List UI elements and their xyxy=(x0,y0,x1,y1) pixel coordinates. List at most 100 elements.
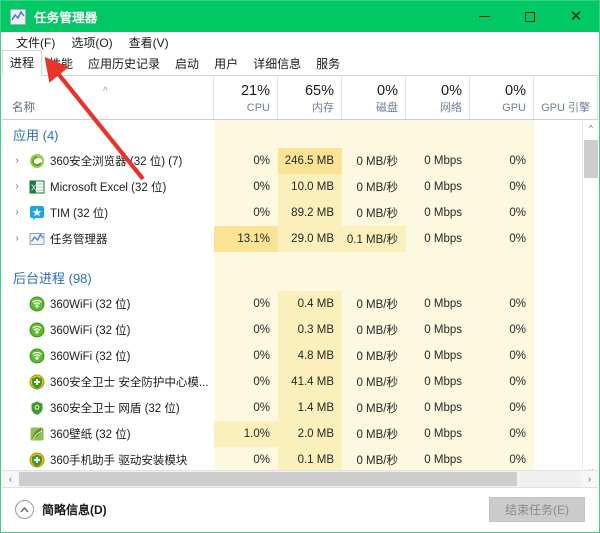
column-header-cpu[interactable]: 21% CPU xyxy=(214,76,278,119)
chevron-up-icon xyxy=(15,500,34,519)
cell-memory: 0.3 MB xyxy=(278,317,342,343)
cell-disk xyxy=(342,120,406,148)
column-header-disk[interactable]: 0% 磁盘 xyxy=(342,76,406,119)
table-row[interactable]: 0% 10.0 MB 0 MB/秒 0 Mbps 0% › X Microsoft Excel… xyxy=(2,174,582,200)
expand-chevron-icon[interactable]: › xyxy=(15,233,19,244)
cell-memory: 29.0 MB xyxy=(278,226,342,252)
menu-item-1[interactable]: 选项(O) xyxy=(71,35,113,50)
cell-network: 0 Mbps xyxy=(406,200,470,226)
group-title: 应用 (4) xyxy=(13,127,59,143)
menu-bar: 文件(F) 选项(O) 查看(V) xyxy=(2,32,598,52)
cell-cpu: 0% xyxy=(214,291,278,317)
process-name: 360安全卫士 安全防护中心模... xyxy=(50,377,209,389)
scroll-up-arrow-icon[interactable]: ^ xyxy=(583,120,599,137)
group-spacer xyxy=(2,252,582,263)
task-manager-icon xyxy=(29,231,45,247)
column-header-gpuengine[interactable]: GPU 引擎 xyxy=(534,76,598,119)
cell-memory xyxy=(278,120,342,148)
cell-disk: 0 MB/秒 xyxy=(342,317,406,343)
cell-gpu: 0% xyxy=(470,369,534,395)
excel-icon: X xyxy=(29,179,45,195)
table-row[interactable]: 0% 246.5 MB 0 MB/秒 0 Mbps 0% › 360安全浏览器 (32 位)… xyxy=(2,148,582,174)
close-button[interactable]: ✕ xyxy=(569,8,583,25)
menu-item-2[interactable]: 查看(V) xyxy=(128,35,169,50)
horizontal-scrollbar[interactable]: ‹ › xyxy=(2,470,598,487)
column-usage-network: 0% xyxy=(441,83,462,99)
wifi-green-icon xyxy=(29,348,45,364)
tab-启动[interactable]: 启动 xyxy=(175,57,200,71)
task-manager-icon xyxy=(10,8,26,25)
cell-disk: 0 MB/秒 xyxy=(342,291,406,317)
cell-memory: 10.0 MB xyxy=(278,174,342,200)
scroll-left-arrow-icon[interactable]: ‹ xyxy=(2,471,19,487)
column-label-gpuengine: GPU 引擎 xyxy=(541,102,590,114)
cell-gpu: 0% xyxy=(470,421,534,447)
title-bar[interactable]: 任务管理器 ✕ xyxy=(1,1,599,32)
tab-应用历史记录[interactable]: 应用历史记录 xyxy=(88,57,161,71)
table-row[interactable]: 0% 0.3 MB 0 MB/秒 0 Mbps 0% 360WiFi (32 位) xyxy=(2,317,582,343)
expand-chevron-icon[interactable]: › xyxy=(15,207,19,218)
scroll-right-arrow-icon[interactable]: › xyxy=(581,471,598,487)
column-usage-disk: 0% xyxy=(377,83,398,99)
cell-network: 0 Mbps xyxy=(406,447,470,473)
window-title: 任务管理器 xyxy=(34,11,98,25)
cell-cpu: 1.0% xyxy=(214,421,278,447)
table-row[interactable]: 13.1% 29.0 MB 0.1 MB/秒 0 Mbps 0% › 任务管理器 xyxy=(2,226,582,252)
cell-network: 0 Mbps xyxy=(406,148,470,174)
tab-性能[interactable]: 性能 xyxy=(49,57,74,71)
expand-chevron-icon[interactable]: › xyxy=(15,181,19,192)
cell-memory: 1.4 MB xyxy=(278,395,342,421)
table-row[interactable]: 1.0% 2.0 MB 0 MB/秒 0 Mbps 0% 360壁纸 (32 位) xyxy=(2,421,582,447)
cell-memory: 2.0 MB xyxy=(278,421,342,447)
tab-用户[interactable]: 用户 xyxy=(214,57,239,71)
table-row[interactable]: 0% 4.8 MB 0 MB/秒 0 Mbps 0% 360WiFi (32 位) xyxy=(2,343,582,369)
cell-disk xyxy=(342,263,406,291)
menu-item-0[interactable]: 文件(F) xyxy=(16,35,56,50)
process-table: 应用 (4) 0% 246.5 MB 0 MB/秒 0 Mbps 0% › 360安全浏览器 … xyxy=(2,120,598,480)
cell-memory: 4.8 MB xyxy=(278,343,342,369)
cell-network: 0 Mbps xyxy=(406,395,470,421)
expand-chevron-icon[interactable]: › xyxy=(15,155,19,166)
tim-icon xyxy=(29,205,45,221)
fewer-details-label: 简略信息(D) xyxy=(42,503,107,517)
shield-green-icon xyxy=(29,400,45,416)
vertical-scrollbar[interactable]: ^ v xyxy=(582,120,599,480)
table-row[interactable]: 0% 89.2 MB 0 MB/秒 0 Mbps 0% › TIM (32 位) xyxy=(2,200,582,226)
end-task-button[interactable]: 结束任务(E) xyxy=(489,497,585,522)
column-header-name[interactable]: 名称 xyxy=(2,76,214,119)
cell-gpu: 0% xyxy=(470,447,534,473)
cell-cpu: 0% xyxy=(214,200,278,226)
shield-plus-icon xyxy=(29,374,45,390)
cell-cpu: 0% xyxy=(214,174,278,200)
column-label-memory: 内存 xyxy=(312,102,334,114)
horizontal-scroll-thumb[interactable] xyxy=(19,472,517,486)
window-controls: ✕ xyxy=(461,1,599,32)
group-title: 后台进程 (98) xyxy=(13,270,92,286)
maximize-button[interactable] xyxy=(507,1,553,32)
table-row[interactable]: 0% 41.4 MB 0 MB/秒 0 Mbps 0% 360安全卫士 安全防护中心模..… xyxy=(2,369,582,395)
tab-服务[interactable]: 服务 xyxy=(316,57,341,71)
minimize-button[interactable] xyxy=(461,1,507,32)
group-header-row[interactable]: 后台进程 (98) xyxy=(2,263,582,291)
column-usage-memory: 65% xyxy=(304,83,334,99)
group-header-row[interactable]: 应用 (4) xyxy=(2,120,582,148)
column-header-network[interactable]: 0% 网络 xyxy=(406,76,470,119)
tab-进程[interactable]: 进程 xyxy=(2,50,43,76)
column-header-memory[interactable]: 65% 内存 xyxy=(278,76,342,119)
cell-cpu xyxy=(214,120,278,148)
column-label-name: 名称 xyxy=(12,102,35,114)
vertical-scroll-thumb[interactable] xyxy=(584,140,598,178)
cell-cpu xyxy=(214,252,278,263)
tab-详细信息[interactable]: 详细信息 xyxy=(253,57,302,71)
table-row[interactable]: 0% 0.4 MB 0 MB/秒 0 Mbps 0% 360WiFi (32 位) xyxy=(2,291,582,317)
fewer-details-button[interactable]: 简略信息(D) xyxy=(15,500,107,519)
table-row[interactable]: 0% 0.1 MB 0 MB/秒 0 Mbps 0% 360手机助手 驱动安装模块 xyxy=(2,447,582,473)
cell-network xyxy=(406,263,470,291)
vertical-scroll-track[interactable] xyxy=(583,137,599,463)
cell-cpu: 13.1% xyxy=(214,226,278,252)
process-name: TIM (32 位) xyxy=(50,208,109,220)
table-row[interactable]: 0% 1.4 MB 0 MB/秒 0 Mbps 0% 360安全卫士 网盾 (32 位) xyxy=(2,395,582,421)
column-header-gpu[interactable]: 0% GPU xyxy=(470,76,534,119)
cell-disk: 0.1 MB/秒 xyxy=(342,226,406,252)
process-name: 360WiFi (32 位) xyxy=(50,325,131,337)
